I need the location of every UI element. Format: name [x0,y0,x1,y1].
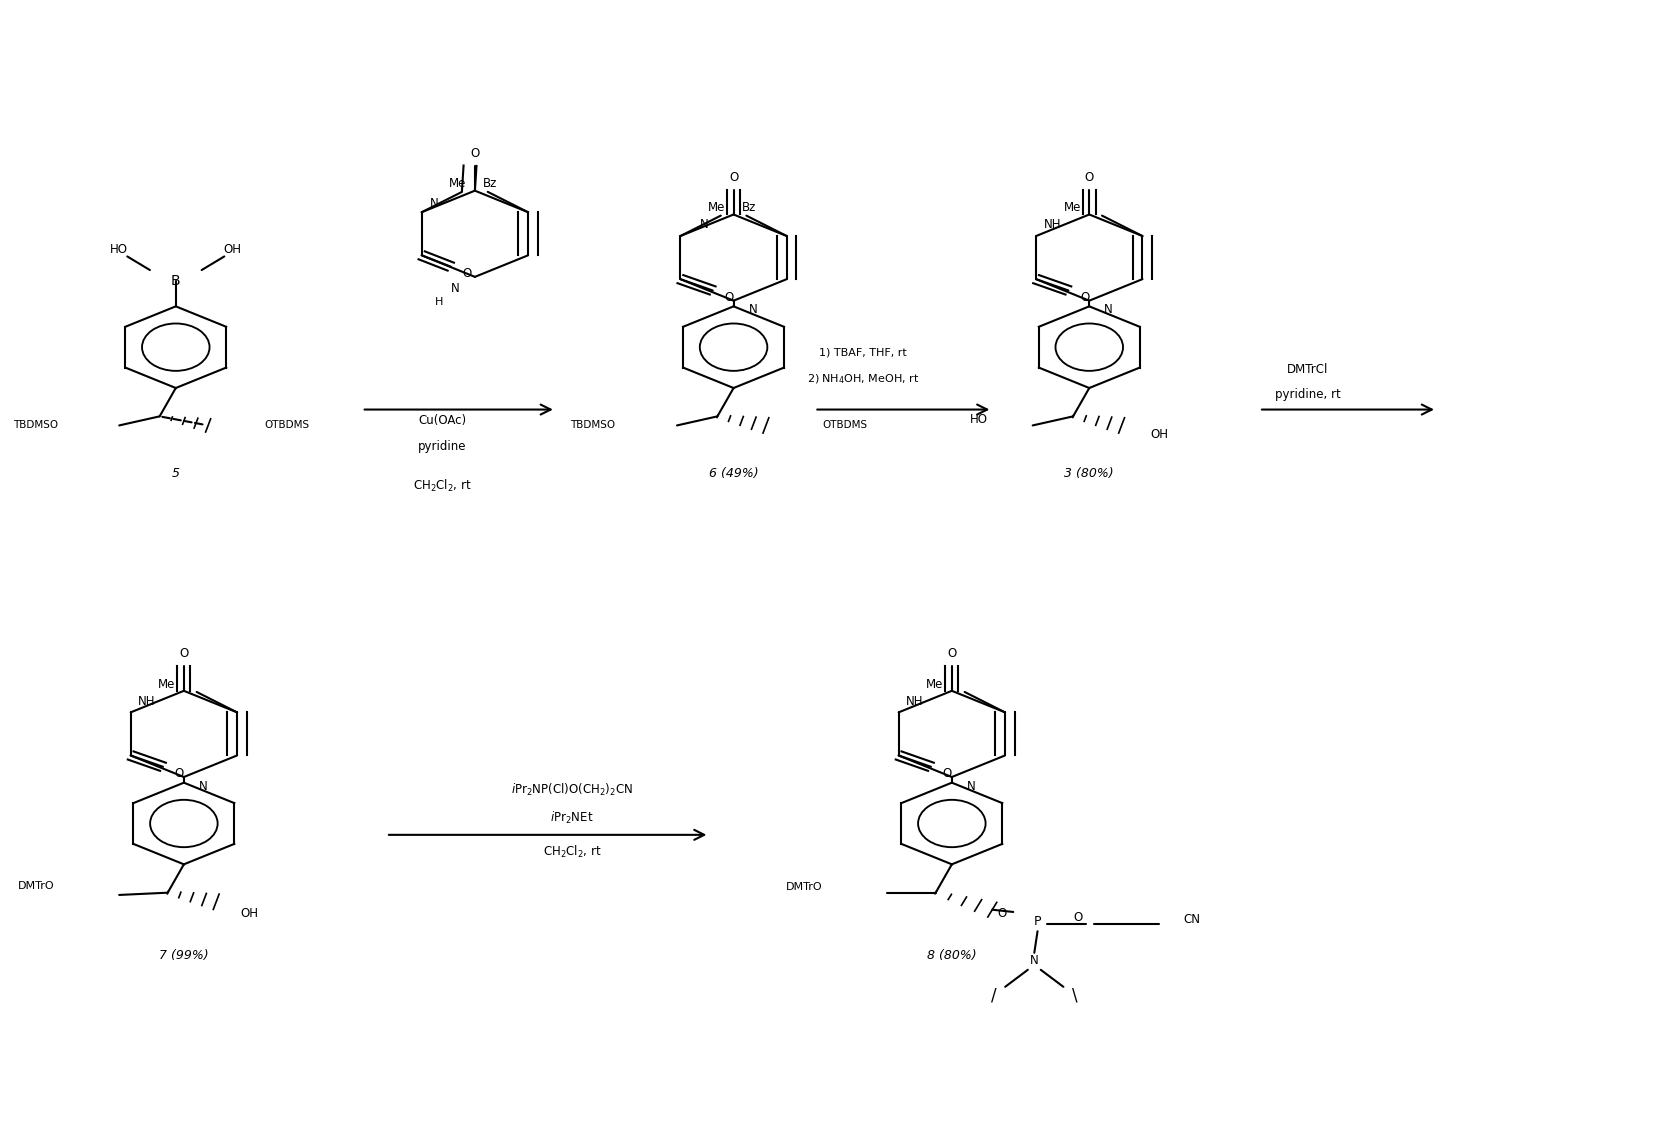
Text: Cu(OAc): Cu(OAc) [418,414,466,427]
Text: 6 (49%): 6 (49%) [710,466,759,480]
Text: OTBDMS: OTBDMS [265,420,309,430]
Text: CN: CN [1183,914,1201,926]
Text: OH: OH [1151,428,1169,441]
Text: P: P [1034,915,1042,928]
Text: Me: Me [1064,201,1082,215]
Text: N: N [700,218,710,231]
Text: CH$_2$Cl$_2$, rt: CH$_2$Cl$_2$, rt [414,478,471,494]
Text: 5: 5 [172,466,180,480]
Text: TBDMSO: TBDMSO [13,420,58,430]
Text: OH: OH [223,243,241,256]
Text: DMTrCl: DMTrCl [1287,364,1328,377]
Text: H: H [435,297,443,307]
Text: 1) TBAF, THF, rt: 1) TBAF, THF, rt [819,348,906,358]
Text: DMTrO: DMTrO [18,881,55,891]
Text: N: N [452,281,460,295]
Text: 3 (80%): 3 (80%) [1065,466,1115,480]
Text: N: N [1105,303,1113,316]
Text: O: O [724,290,733,304]
Text: N: N [430,196,438,210]
Text: Bz: Bz [483,177,498,191]
Text: O: O [943,767,951,781]
Text: OH: OH [240,907,258,920]
Text: $i$Pr$_2$NEt: $i$Pr$_2$NEt [551,809,594,825]
Text: NH: NH [137,695,155,707]
Text: O: O [463,267,471,280]
Text: N: N [749,303,758,316]
Text: O: O [175,767,184,781]
Text: 8 (80%): 8 (80%) [926,948,976,962]
Text: HO: HO [111,243,129,256]
Text: NH: NH [906,695,923,707]
Text: O: O [1073,912,1083,924]
Text: O: O [470,147,480,160]
Text: N: N [1030,954,1039,968]
Text: DMTrO: DMTrO [786,882,822,892]
Text: Me: Me [159,677,175,690]
Text: pyridine: pyridine [418,441,466,453]
Text: Bz: Bz [741,201,756,215]
Text: O: O [948,646,956,660]
Text: $i$Pr$_2$NP(Cl)O(CH$_2$)$_2$CN: $i$Pr$_2$NP(Cl)O(CH$_2$)$_2$CN [511,782,633,798]
Text: Me: Me [708,201,726,215]
Text: HO: HO [969,413,987,426]
Text: pyridine, rt: pyridine, rt [1275,388,1340,402]
Text: Me: Me [450,177,466,191]
Text: Me: Me [926,677,944,690]
Text: B: B [170,274,180,288]
Text: TBDMSO: TBDMSO [571,420,615,430]
Text: 2) NH$_4$OH, MeOH, rt: 2) NH$_4$OH, MeOH, rt [807,372,920,386]
Text: O: O [179,646,189,660]
Text: NH: NH [1044,218,1060,231]
Text: O: O [729,171,738,184]
Text: N: N [198,779,208,792]
Text: /: / [991,987,997,1004]
Text: O: O [1080,290,1090,304]
Text: OTBDMS: OTBDMS [822,420,868,430]
Text: O: O [1085,171,1093,184]
Text: 7 (99%): 7 (99%) [159,948,208,962]
Text: CH$_2$Cl$_2$, rt: CH$_2$Cl$_2$, rt [543,844,600,860]
Text: \: \ [1072,987,1077,1004]
Text: N: N [968,779,976,792]
Text: O: O [997,907,1007,920]
